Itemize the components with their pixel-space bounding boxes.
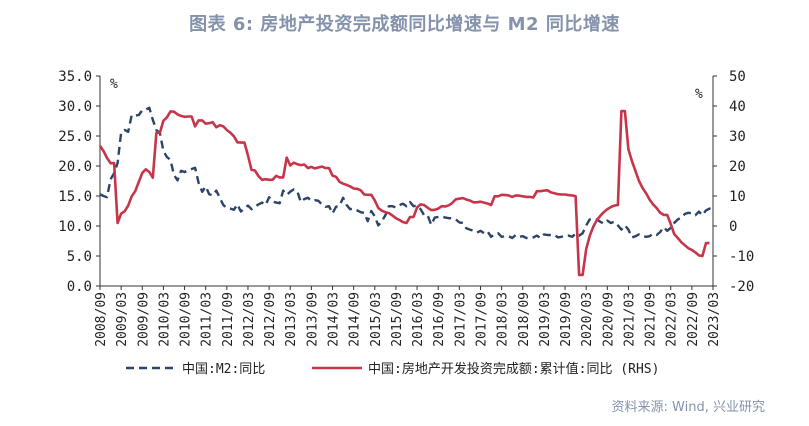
x-axis-tick-label: 2019/09 [559,292,574,347]
x-axis-tick-label: 2016/09 [432,292,447,347]
x-axis-tick-label: 2017/09 [474,292,489,347]
series-line-m2 [99,106,714,240]
right-axis-tick-label: 30 [729,129,746,145]
series-line-real-estate-investment [98,109,710,277]
right-axis-tick-label: 20 [729,159,746,175]
left-axis-tick-label: 25.0 [58,129,92,145]
right-axis-tick-label: 10 [729,189,746,205]
source-note: 资料来源: Wind, 兴业研究 [611,400,765,415]
x-axis-tick-label: 2011/03 [200,292,215,347]
x-axis-tick-label: 2019/03 [538,292,553,347]
left-axis-tick-label: 0.0 [67,279,92,295]
x-axis-tick-label: 2009/03 [115,292,130,347]
left-axis-tick-label: 20.0 [58,159,92,175]
x-axis-tick-label: 2010/03 [157,292,172,347]
x-axis-tick-label: 2012/09 [263,292,278,347]
x-axis-tick-label: 2013/03 [284,292,299,347]
legend-label-m2: 中国:M2:同比 [182,362,265,377]
right-axis-unit: % [695,87,703,102]
x-axis-tick-label: 2020/03 [580,292,595,347]
left-axis-tick-label: 30.0 [58,99,92,115]
x-axis-tick-label: 2021/03 [622,292,637,347]
x-axis-tick-label: 2013/09 [305,292,320,347]
x-axis-tick-label: 2014/03 [327,292,342,347]
chart-legend: 中国:M2:同比 中国:房地产开发投资完成额:累计值:同比 (RHS) [126,361,659,377]
left-axis-tick-label: 35.0 [58,69,92,85]
chart-title: 图表 6: 房地产投资完成额同比增速与 M2 同比增速 [189,14,620,35]
x-axis-tick-label: 2018/03 [496,292,511,347]
x-axis-tick-label: 2020/09 [601,292,616,347]
legend-label-real-estate: 中国:房地产开发投资完成额:累计值:同比 (RHS) [368,361,659,377]
x-axis-tick-label: 2016/03 [411,292,426,347]
right-axis-tick-label: 40 [729,99,746,115]
x-axis-tick-label: 2022/03 [665,292,680,347]
x-axis-tick-label: 2008/09 [94,292,109,347]
x-axis-tick-label: 2015/03 [369,292,384,347]
right-axis-tick-label: -20 [729,279,754,295]
x-axis-tick-label: 2023/03 [707,292,722,347]
x-axis-tick-label: 2014/09 [348,292,363,347]
left-axis-tick-label: 15.0 [58,189,92,205]
x-axis-tick-label: 2011/09 [221,292,236,347]
x-axis-tick-label: 2018/09 [517,292,532,347]
x-axis-tick-label: 2010/09 [179,292,194,347]
left-axis-tick-label: 10.0 [58,219,92,235]
left-axis-tick-label: 5.0 [67,249,92,265]
chart-series [98,106,714,277]
x-axis-tick-label: 2017/03 [453,292,468,347]
x-axis-tick-label: 2021/09 [644,292,659,347]
x-axis-tick-label: 2012/03 [242,292,257,347]
right-axis-tick-label: 0 [729,219,737,235]
right-axis-tick-label: -10 [729,249,754,265]
x-axis-tick-label: 2015/09 [390,292,405,347]
chart-axes: 0.0 5.0 10.0 15.0 20.0 25.0 30.0 35.0 -20 -10 0 10 2… [58,69,754,347]
left-axis-unit: % [110,77,118,92]
x-axis-tick-label: 2022/09 [686,292,701,347]
right-axis-tick-label: 50 [729,69,746,85]
x-axis-tick-label: 2009/09 [136,292,151,347]
